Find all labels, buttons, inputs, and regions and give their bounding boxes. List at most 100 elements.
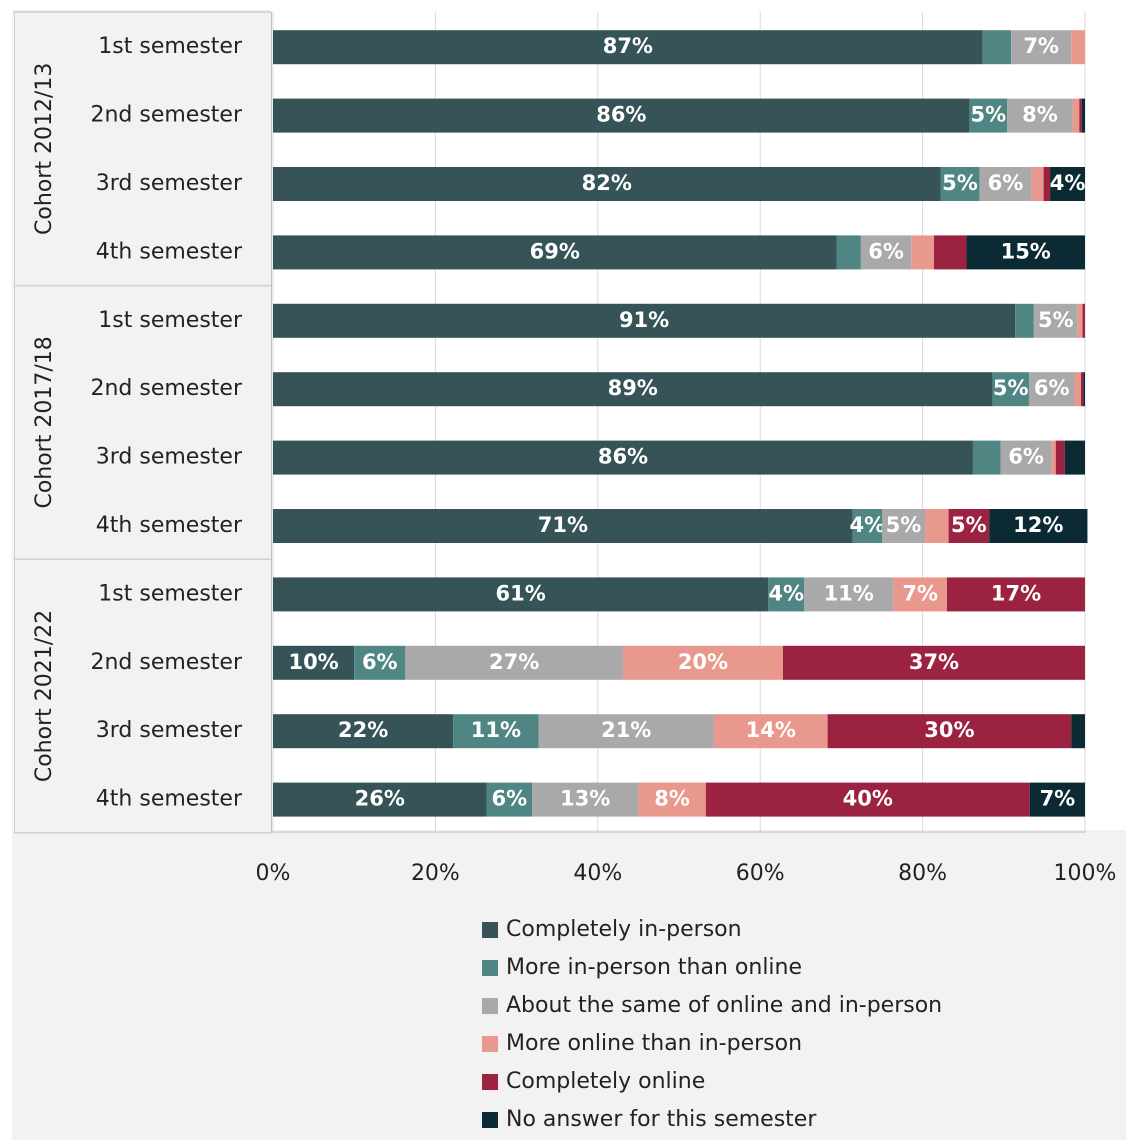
category-label: 3rd semester — [96, 171, 243, 196]
legend-label: More in-person than online — [506, 955, 802, 980]
bar-segment — [925, 509, 949, 543]
bar-segment — [273, 235, 837, 270]
bar-segment — [893, 577, 947, 612]
data-label: 10% — [288, 650, 338, 674]
data-label: 17% — [991, 581, 1041, 605]
bar-segment — [882, 509, 926, 543]
bar-segment — [1007, 98, 1073, 133]
bar-segment — [1083, 372, 1085, 407]
data-label: 37% — [909, 650, 959, 674]
bar-segment — [1079, 98, 1082, 133]
data-label: 6% — [491, 787, 527, 811]
legend-swatch — [482, 1112, 498, 1128]
x-tick-label: 40% — [573, 861, 622, 886]
data-label: 4% — [768, 581, 804, 605]
bar-segment — [1080, 372, 1084, 407]
cohort-groups: Cohort 2012/13 1st semester 2nd semester 3r… — [14, 11, 271, 834]
group-label: Cohort 2021/22 — [32, 610, 57, 782]
data-label: 5% — [993, 376, 1029, 400]
bar-segment — [486, 782, 533, 817]
bar-segment — [969, 98, 1008, 133]
bar-segment — [972, 440, 1001, 475]
bar-segment — [705, 782, 1030, 817]
bar-segment — [1074, 372, 1081, 407]
data-label: 61% — [496, 581, 546, 605]
bar-segment — [405, 645, 623, 680]
bar-segment — [622, 645, 783, 680]
bar-segment — [1043, 167, 1051, 201]
legend-label: Completely online — [506, 1069, 705, 1094]
category-label: 1st semester — [98, 34, 243, 59]
bar-segment — [1051, 440, 1056, 475]
bar-segment — [354, 645, 406, 680]
bar-segment — [836, 235, 861, 270]
bar-segment — [532, 782, 639, 817]
data-label: 5% — [886, 513, 922, 537]
bar-segment — [273, 30, 983, 65]
gridlines — [272, 12, 1086, 832]
bar-segment — [1000, 440, 1052, 475]
group-label: Cohort 2012/13 — [32, 63, 57, 235]
bar-segment — [273, 440, 973, 475]
bar-segment — [852, 509, 882, 543]
bar-segment — [1072, 98, 1080, 133]
data-label: 69% — [530, 239, 580, 263]
data-label: 22% — [338, 718, 388, 742]
data-label: 8% — [1022, 103, 1058, 127]
data-label: 91% — [619, 308, 669, 332]
bar-segment — [1071, 714, 1085, 749]
bar-segment — [911, 235, 934, 270]
bar-segment — [273, 714, 454, 749]
data-label: 89% — [608, 376, 658, 400]
category-label: 1st semester — [98, 308, 243, 333]
legend-label: Completely in-person — [506, 917, 742, 942]
data-label: 6% — [1008, 445, 1044, 469]
bar-segment — [782, 645, 1085, 680]
legend-label: No answer for this semester — [506, 1107, 817, 1132]
data-label: 13% — [560, 787, 610, 811]
bar-segment — [1055, 440, 1065, 475]
bar-segment — [273, 577, 769, 612]
bar-segment — [804, 577, 894, 612]
bar-segment — [966, 235, 1085, 270]
data-label: 5% — [971, 103, 1007, 127]
data-label: 20% — [678, 650, 728, 674]
category-label: 3rd semester — [96, 718, 243, 743]
bar-segment — [273, 303, 1016, 338]
bar-segment — [940, 167, 980, 201]
bar-segment — [1031, 167, 1044, 201]
bar-segment — [538, 714, 714, 749]
legend-swatch — [482, 922, 498, 938]
bar-segment — [1077, 303, 1083, 338]
bar-segment — [273, 167, 941, 201]
bar-segment — [992, 372, 1029, 407]
bar-segment — [273, 372, 993, 407]
category-label: 2nd semester — [90, 650, 242, 675]
bar-segment — [1071, 30, 1085, 65]
bar-segment — [1029, 782, 1085, 817]
legend-label: More online than in-person — [506, 1031, 802, 1056]
data-label: 5% — [942, 171, 978, 195]
data-label: 87% — [603, 34, 653, 58]
bar-segment — [1082, 303, 1085, 338]
category-label: 1st semester — [98, 581, 243, 606]
data-label: 7% — [1040, 787, 1076, 811]
bar-segment — [1015, 303, 1034, 338]
bar-segment — [1033, 303, 1078, 338]
legend: Completely in-person More in-person than … — [482, 917, 942, 1132]
data-label: 6% — [988, 171, 1024, 195]
data-label: 14% — [746, 718, 796, 742]
data-label: 7% — [902, 581, 938, 605]
data-label: 26% — [355, 787, 405, 811]
plot-area — [271, 10, 1126, 830]
data-label: 86% — [596, 103, 646, 127]
bar-segment — [948, 509, 990, 543]
x-tick-label: 80% — [898, 861, 947, 886]
data-label: 15% — [1001, 239, 1051, 263]
data-label: 4% — [1050, 171, 1086, 195]
data-label: 5% — [1038, 308, 1074, 332]
data-label: 7% — [1023, 34, 1059, 58]
x-tick-label: 100% — [1054, 861, 1117, 886]
category-label: 4th semester — [96, 239, 243, 264]
